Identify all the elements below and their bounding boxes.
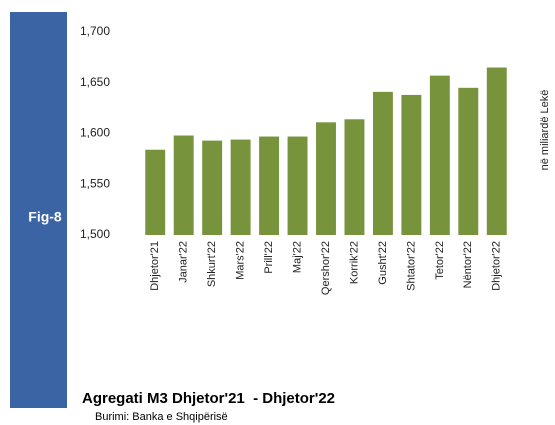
bar	[458, 87, 479, 235]
bar	[316, 122, 336, 235]
x-tick-label: Qershor'22	[320, 241, 332, 295]
x-tick-label: Nëntor'22	[462, 241, 474, 288]
chart-title: Agregati M3 Dhjetor'21 - Dhjetor'22	[82, 390, 335, 407]
y-axis-label: në miliardë Lekë	[539, 90, 551, 171]
source: Burimi: Banka e Shqipërisë	[95, 411, 228, 423]
x-tick-label: Gusht'22	[377, 241, 389, 285]
x-tick-label: Tetor'22	[434, 241, 446, 280]
bar	[372, 91, 393, 235]
bar	[344, 119, 365, 235]
x-tick-label: Dhjetor'22	[491, 241, 503, 291]
bar	[486, 67, 507, 236]
x-tick-label: Dhjetor'21	[149, 241, 161, 291]
x-tick-label: Prill'22	[263, 241, 275, 274]
y-tick-label: 1,500	[80, 227, 110, 241]
sidebar	[10, 12, 67, 408]
y-tick-label: 1,550	[80, 176, 110, 190]
bar	[173, 135, 194, 235]
x-tick-label: Shkurt'22	[206, 241, 218, 287]
bar	[259, 136, 280, 235]
x-tick-label: Maj'22	[291, 241, 303, 273]
y-tick-label: 1,650	[80, 75, 110, 89]
x-tick-label: Korrik'22	[348, 241, 360, 284]
figure-label: Fig-8	[28, 209, 62, 225]
bar	[202, 140, 223, 235]
y-tick-label: 1,600	[80, 126, 110, 140]
x-tick-label: Janar'22	[178, 241, 190, 283]
x-tick-label: Mars'22	[235, 241, 247, 280]
bar	[287, 136, 308, 235]
bar	[401, 94, 422, 236]
bar	[429, 75, 450, 236]
y-tick-label: 1,700	[80, 24, 110, 38]
x-tick-label: Shtator'22	[405, 241, 417, 291]
bar	[230, 139, 251, 235]
bar	[145, 149, 166, 235]
